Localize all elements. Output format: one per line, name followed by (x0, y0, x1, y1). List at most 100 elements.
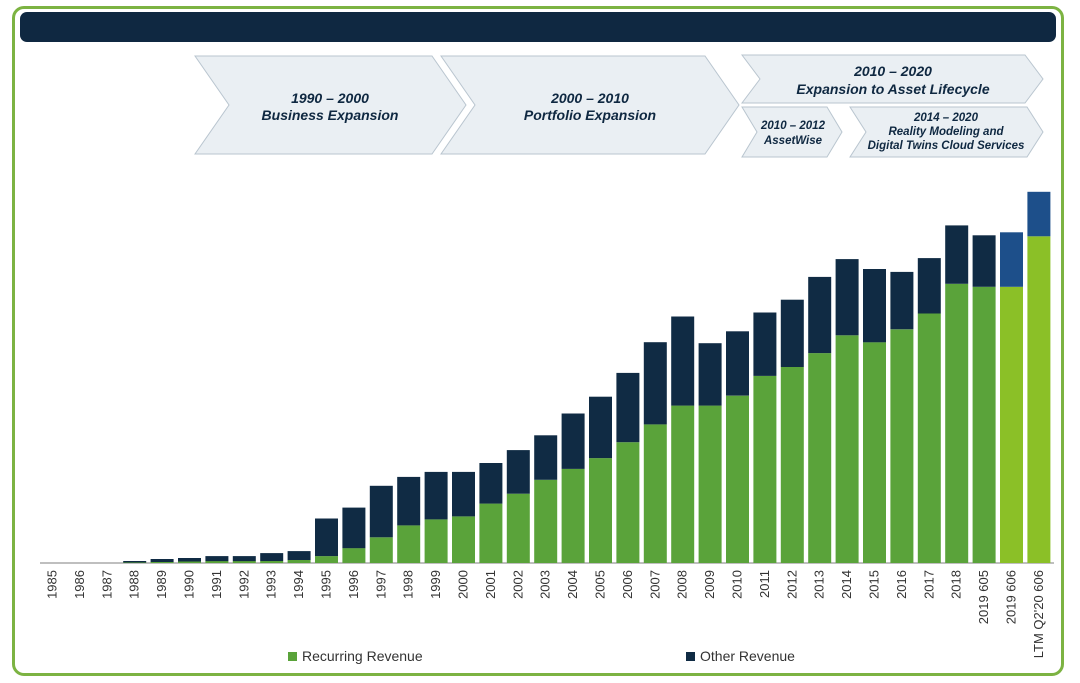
bar-recurring-8 (260, 561, 284, 563)
bar-recurring-4 (150, 562, 174, 563)
bar-recurring-29 (835, 335, 859, 563)
bar-recurring-15 (452, 516, 475, 563)
bar-other-11 (342, 507, 366, 549)
legend-recurring-swatch (288, 651, 297, 661)
bar-other-13 (397, 476, 421, 526)
x-tick-label: 2004 (565, 570, 580, 599)
x-tick-label: 2010 (730, 570, 745, 599)
legend-recurring-label: Recurring Revenue (302, 648, 423, 664)
x-tick-label: 2013 (812, 570, 827, 599)
legend: Recurring Revenue Other Revenue (0, 648, 1080, 668)
bar-other-29 (835, 259, 859, 336)
bar-other-4 (150, 559, 174, 562)
bar-recurring-25 (726, 395, 749, 563)
bar-other-30 (863, 269, 886, 343)
bar-recurring-6 (205, 561, 229, 563)
legend-other: Other Revenue (686, 648, 795, 664)
x-tick-label: LTM Q2'20 606 (1031, 570, 1046, 658)
x-tick-label: 2007 (647, 570, 662, 599)
bar-recurring-21 (616, 442, 640, 563)
bar-recurring-11 (342, 548, 366, 563)
tick-labels-group: 1985 1986 1987 1988 1989 1990 1991 1992 1993 1994… (45, 570, 1046, 658)
x-tick-label: 1996 (346, 570, 361, 599)
bar-other-33 (945, 225, 969, 284)
bar-other-18 (534, 435, 558, 480)
bar-recurring-22 (643, 424, 667, 563)
bar-other-27 (780, 299, 804, 367)
bar-recurring-32 (917, 313, 941, 563)
bar-other-35 (1000, 232, 1023, 287)
x-tick-label: 2005 (593, 570, 608, 599)
bar-recurring-13 (397, 525, 421, 563)
bar-recurring-9 (287, 560, 311, 563)
phase-arrow-2 (440, 55, 740, 155)
phase3a-years: 2010 – 2012 (760, 120, 826, 132)
x-tick-label: 1991 (209, 570, 224, 599)
bar-other-8 (260, 553, 284, 561)
x-tick-label: 2003 (538, 570, 553, 599)
legend-other-swatch (686, 651, 695, 661)
bar-other-5 (178, 558, 201, 562)
bar-recurring-17 (506, 493, 530, 563)
bar-other-6 (205, 556, 229, 562)
title-bar (20, 12, 1056, 42)
bar-other-15 (452, 471, 475, 517)
x-tick-label: 2019 606 (1004, 570, 1019, 624)
x-tick-label: 2016 (894, 570, 909, 599)
bar-recurring-26 (753, 375, 777, 563)
phase2-label: Portfolio Expansion (524, 107, 656, 123)
bar-recurring-31 (890, 329, 914, 563)
bar-other-3 (123, 561, 147, 563)
bar-recurring-19 (561, 468, 585, 563)
x-tick-label: 2012 (784, 570, 799, 599)
bar-recurring-28 (808, 353, 832, 563)
bar-other-31 (890, 271, 914, 330)
x-tick-label: 1988 (127, 570, 142, 599)
bar-other-22 (643, 342, 667, 425)
bar-recurring-5 (178, 561, 201, 563)
legend-other-label: Other Revenue (700, 648, 795, 664)
phase2-years: 2000 – 2010 (550, 90, 629, 106)
x-tick-label: 2009 (702, 570, 717, 599)
bar-recurring-30 (863, 342, 886, 563)
x-tick-label: 2002 (510, 570, 525, 599)
phase3b-years: 2014 – 2020 (913, 112, 979, 124)
bar-other-36 (1027, 191, 1051, 237)
bar-recurring-12 (369, 537, 393, 563)
phase3-label: Expansion to Asset Lifecycle (796, 81, 989, 97)
bar-recurring-7 (232, 561, 256, 563)
bars-group (123, 191, 1051, 564)
x-tick-label: 1987 (99, 570, 114, 599)
bar-other-17 (506, 450, 530, 494)
bar-other-28 (808, 276, 832, 354)
phase3-years: 2010 – 2020 (853, 63, 932, 79)
x-tick-label: 2019 605 (976, 570, 991, 624)
bar-recurring-27 (780, 367, 804, 563)
x-tick-label: 1990 (182, 570, 197, 599)
x-tick-label: 1993 (264, 570, 279, 599)
x-tick-label: 2014 (839, 570, 854, 599)
bar-other-16 (479, 463, 503, 504)
bar-recurring-36 (1027, 236, 1051, 564)
bar-recurring-20 (589, 458, 612, 563)
x-tick-label: 1994 (291, 570, 306, 599)
x-tick-label: 1995 (319, 570, 334, 599)
x-tick-label: 2018 (949, 570, 964, 599)
bar-recurring-24 (698, 405, 722, 563)
bar-other-24 (698, 343, 722, 406)
phase3b-label-2: Digital Twins Cloud Services (868, 140, 1025, 152)
bar-recurring-23 (671, 405, 695, 563)
phase3b-label-1: Reality Modeling and (888, 126, 1004, 138)
bar-recurring-18 (534, 479, 558, 563)
x-tick-label: 1997 (373, 570, 388, 599)
bar-recurring-35 (1000, 286, 1023, 563)
x-tick-label: 1985 (45, 570, 60, 599)
bar-other-9 (287, 551, 311, 560)
bar-other-7 (232, 556, 256, 562)
bar-other-20 (589, 396, 612, 459)
timeline: 1990 – 2000 Business Expansion 2000 – 20… (194, 54, 1044, 158)
x-tick-label: 2017 (921, 570, 936, 599)
bar-other-23 (671, 316, 695, 406)
phase1-label: Business Expansion (262, 107, 399, 123)
phase-arrow-3 (741, 54, 1044, 104)
